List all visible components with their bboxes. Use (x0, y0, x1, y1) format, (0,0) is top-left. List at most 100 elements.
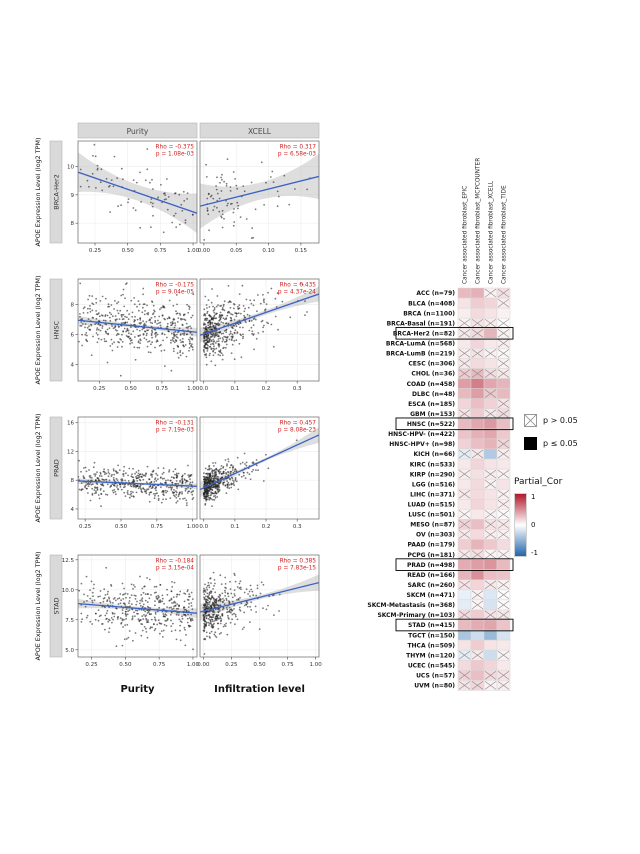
heatmap-row-label[interactable]: BRCA-LumB (n=219) (386, 351, 455, 358)
heatmap-cell[interactable] (470, 398, 485, 409)
heatmap-cell[interactable] (470, 358, 485, 369)
heatmap-cell[interactable] (457, 659, 472, 671)
heatmap-cell[interactable] (470, 569, 485, 580)
heatmap-cell[interactable] (483, 418, 498, 430)
heatmap-cell[interactable] (483, 327, 498, 339)
heatmap-cell[interactable] (496, 428, 511, 440)
heatmap-cell[interactable] (470, 609, 485, 621)
heatmap-cell[interactable] (496, 418, 511, 430)
heatmap-row-label[interactable]: DLBC (n=48) (412, 391, 455, 398)
heatmap-cell[interactable] (457, 297, 472, 309)
heatmap-cell[interactable] (457, 619, 472, 631)
heatmap-cell[interactable] (483, 569, 498, 580)
heatmap-cell[interactable] (483, 559, 498, 570)
heatmap-cell[interactable] (483, 358, 498, 369)
heatmap-cell[interactable] (483, 398, 498, 409)
heatmap-cell[interactable] (457, 589, 472, 601)
heatmap-cell[interactable] (470, 378, 485, 389)
heatmap-cell[interactable] (483, 649, 498, 661)
heatmap-row-label[interactable]: MESO (n=87) (410, 522, 455, 529)
heatmap-cell[interactable] (483, 297, 498, 309)
heatmap-cell[interactable] (496, 539, 511, 550)
heatmap-cell[interactable] (483, 378, 498, 389)
heatmap-cell[interactable] (470, 559, 485, 570)
heatmap-cell[interactable] (470, 579, 485, 591)
heatmap-row-label[interactable]: TGCT (n=150) (408, 632, 455, 639)
heatmap-cell[interactable] (470, 629, 485, 641)
heatmap-cell[interactable] (470, 639, 485, 651)
heatmap-cell[interactable] (457, 539, 472, 550)
heatmap-row-label[interactable]: BRCA-Basal (n=191) (387, 320, 456, 327)
heatmap-cell[interactable] (496, 458, 511, 470)
heatmap-cell[interactable] (457, 458, 472, 470)
heatmap-cell[interactable] (470, 659, 485, 671)
heatmap-cell[interactable] (457, 629, 472, 641)
heatmap-cell[interactable] (470, 388, 485, 399)
heatmap-cell[interactable] (483, 629, 498, 641)
heatmap-cell[interactable] (470, 478, 485, 490)
heatmap-cell[interactable] (457, 287, 472, 299)
heatmap-cell[interactable] (457, 639, 472, 651)
heatmap-cell[interactable] (457, 418, 472, 430)
heatmap-cell[interactable] (483, 599, 498, 611)
heatmap-row-label[interactable]: LUAD (n=515) (408, 501, 456, 508)
heatmap-row-label[interactable]: BRCA-Her2 (n=82) (393, 330, 455, 337)
heatmap-cell[interactable] (470, 468, 485, 480)
heatmap-row-label[interactable]: KIRC (n=533) (410, 461, 456, 468)
heatmap-cell[interactable] (496, 559, 511, 570)
heatmap-cell[interactable] (496, 659, 511, 671)
heatmap-row-label[interactable]: HNSC-HPV- (n=422) (388, 431, 455, 438)
heatmap-cell[interactable] (483, 488, 498, 500)
heatmap-cell[interactable] (457, 478, 472, 490)
heatmap-row-label[interactable]: SKCM-Primary (n=103) (377, 612, 455, 619)
heatmap-cell[interactable] (457, 428, 472, 440)
heatmap-cell[interactable] (470, 619, 485, 631)
heatmap-row-label[interactable]: SKCM (n=471) (407, 592, 456, 599)
heatmap-cell[interactable] (496, 378, 511, 389)
heatmap-cell[interactable] (483, 499, 498, 510)
heatmap-cell[interactable] (483, 458, 498, 470)
heatmap-row-label[interactable]: ESCA (n=185) (408, 401, 455, 408)
heatmap-cell[interactable] (483, 428, 498, 440)
heatmap-row-label[interactable]: CHOL (n=36) (411, 371, 455, 378)
heatmap-cell[interactable] (470, 428, 485, 440)
heatmap-row-label[interactable]: LIHC (n=371) (410, 491, 455, 498)
heatmap-row-label[interactable]: UCEC (n=545) (408, 662, 455, 669)
heatmap-row-label[interactable]: COAD (n=458) (407, 381, 456, 388)
heatmap-cell[interactable] (496, 639, 511, 651)
heatmap-cell[interactable] (457, 599, 472, 611)
heatmap-cell[interactable] (483, 619, 498, 631)
heatmap-cell[interactable] (483, 539, 498, 550)
heatmap-row-label[interactable]: THCA (n=509) (407, 642, 455, 649)
heatmap-row-label[interactable]: STAD (n=415) (408, 622, 455, 629)
heatmap-row-label[interactable]: LUSC (n=501) (408, 512, 455, 519)
heatmap-cell[interactable] (483, 659, 498, 671)
heatmap-cell[interactable] (470, 307, 485, 319)
heatmap-cell[interactable] (457, 398, 472, 409)
heatmap-cell[interactable] (470, 438, 485, 450)
heatmap-cell[interactable] (470, 408, 485, 420)
heatmap-cell[interactable] (483, 338, 498, 349)
heatmap-row-label[interactable]: KIRP (n=290) (410, 471, 456, 478)
heatmap-row-label[interactable]: THYM (n=120) (406, 652, 455, 659)
heatmap-row-label[interactable]: UCS (n=57) (416, 673, 455, 680)
heatmap-row-label[interactable]: BRCA (n=1100) (403, 310, 455, 317)
heatmap-cell[interactable] (483, 307, 498, 319)
heatmap-row-label[interactable]: SARC (n=260) (408, 582, 456, 589)
heatmap-cell[interactable] (496, 569, 511, 580)
heatmap-cell[interactable] (457, 307, 472, 319)
heatmap-row-label[interactable]: BRCA-LumA (n=568) (386, 341, 455, 348)
heatmap-cell[interactable] (457, 559, 472, 570)
heatmap-row-label[interactable]: KICH (n=66) (413, 451, 455, 458)
heatmap-cell[interactable] (470, 338, 485, 349)
heatmap-cell[interactable] (496, 629, 511, 641)
heatmap-cell[interactable] (470, 458, 485, 470)
heatmap-row-label[interactable]: READ (n=166) (407, 572, 455, 579)
heatmap-cell[interactable] (470, 539, 485, 550)
heatmap-row-label[interactable]: PAAD (n=179) (407, 542, 455, 549)
heatmap-cell[interactable] (496, 307, 511, 319)
heatmap-cell[interactable] (470, 529, 485, 540)
heatmap-cell[interactable] (470, 670, 485, 681)
heatmap-cell[interactable] (470, 499, 485, 510)
heatmap-cell[interactable] (470, 418, 485, 430)
